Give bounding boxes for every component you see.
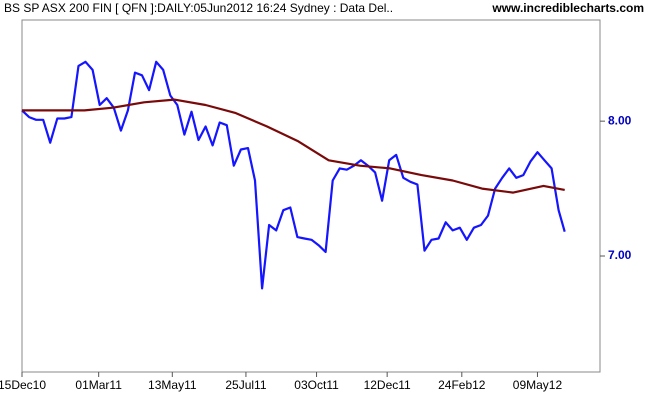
x-tick-label: 13May11: [148, 378, 197, 392]
y-tick-label: 7.00: [608, 248, 632, 262]
y-tick-label: 8.00: [608, 113, 632, 127]
plot-frame: [21, 19, 601, 373]
price-line: [21, 60, 566, 290]
source: www.incrediblecharts.com: [491, 1, 644, 15]
x-tick-label: 15Dec10: [0, 378, 46, 392]
x-tick-label: 01Mar11: [75, 378, 122, 392]
price-line: [22, 98, 565, 194]
x-tick-label: 24Feb12: [438, 378, 486, 392]
x-tick-label: 03Oct11: [294, 378, 339, 392]
x-tick-label: 12Dec11: [364, 378, 411, 392]
x-tick-label: 09May12: [513, 378, 563, 392]
chart-title: BS SP ASX 200 FIN [ QFN ]:DAILY:05Jun201…: [4, 1, 393, 15]
x-tick-label: 25Jul11: [225, 378, 266, 392]
